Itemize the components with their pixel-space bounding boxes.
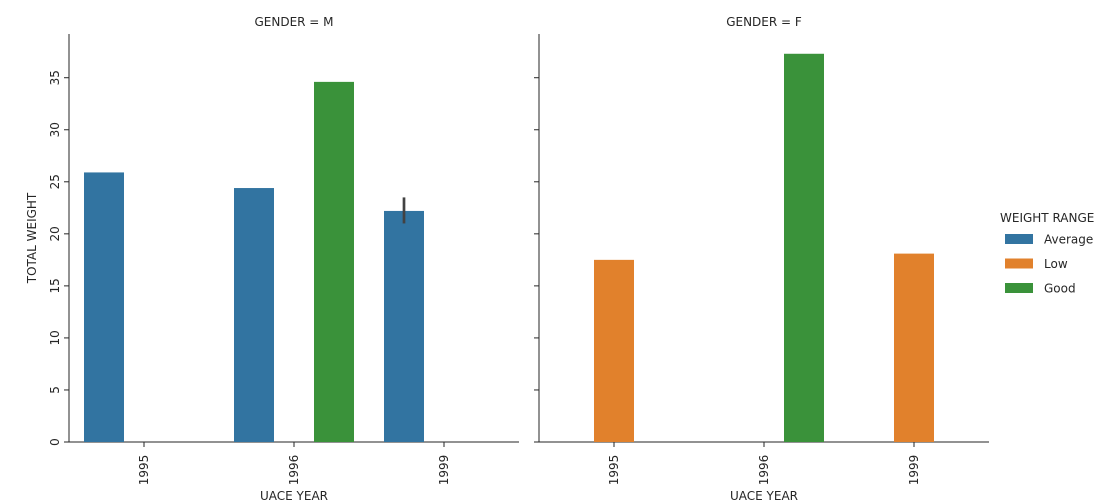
x-tick-label: 1995: [607, 455, 621, 486]
bar-average: [384, 210, 424, 442]
bar-good: [314, 81, 354, 442]
legend-swatch-low: [1005, 258, 1033, 269]
y-tick-label: 20: [48, 226, 62, 241]
bar-average: [234, 188, 274, 442]
x-tick-label: 1996: [757, 455, 771, 486]
y-tick-label: 25: [48, 174, 62, 189]
legend-label-good: Good: [1044, 282, 1076, 296]
panel-title-m: GENDER = M: [254, 15, 333, 29]
legend-title: WEIGHT RANGE: [1000, 211, 1094, 225]
x-axis-label-f: UACE YEAR: [730, 489, 798, 500]
legend-label-low: Low: [1044, 257, 1068, 271]
panel-title-f: GENDER = F: [726, 15, 802, 29]
y-tick-label: 0: [48, 438, 62, 446]
x-tick-label: 1999: [907, 455, 921, 486]
legend-swatch-average: [1005, 234, 1033, 244]
x-tick-label: 1996: [287, 455, 301, 486]
panel-gender-f: GENDER = F UACE YEAR 1995 1996 1999: [534, 15, 989, 500]
bar-low: [594, 259, 634, 442]
x-tick-label: 1999: [437, 455, 451, 486]
y-axis-label: TOTAL WEIGHT: [25, 192, 39, 284]
legend: WEIGHT RANGE Average Low Good: [1000, 211, 1094, 296]
y-tick-label: 35: [48, 70, 62, 85]
y-tick-label: 15: [48, 278, 62, 293]
y-tick-label: 30: [48, 122, 62, 137]
bar-low: [894, 253, 934, 442]
x-tick-label: 1995: [137, 455, 151, 486]
y-tick-label: 10: [48, 330, 62, 345]
legend-swatch-good: [1005, 283, 1033, 293]
x-axis-label-m: UACE YEAR: [260, 489, 328, 500]
bar-average: [84, 172, 124, 442]
y-tick-label: 5: [48, 386, 62, 394]
legend-label-average: Average: [1044, 233, 1093, 247]
panel-gender-m: GENDER = M TOTAL WEIGHT UACE YEAR 0 5 10 15…: [25, 15, 519, 500]
bar-good: [784, 53, 824, 442]
